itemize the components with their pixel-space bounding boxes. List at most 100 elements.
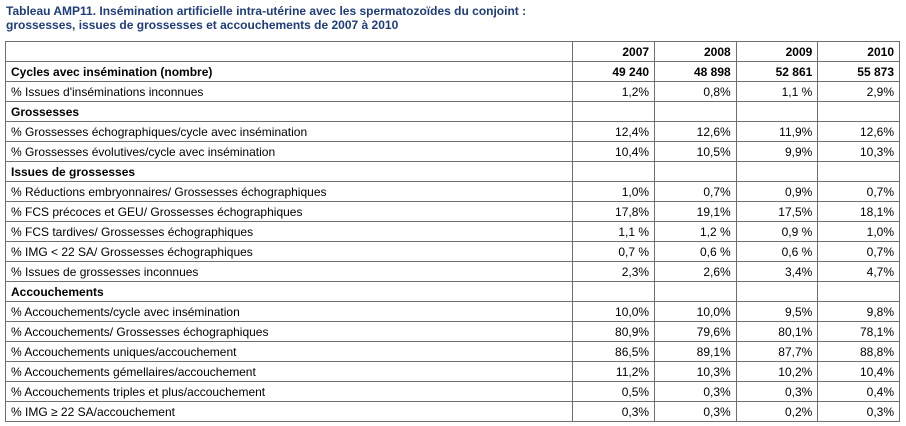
row-label: % IMG < 22 SA/ Grossesses échographiques: [4, 241, 574, 262]
section-label: Issues de grossesses: [4, 161, 574, 182]
cell-value: [817, 161, 900, 182]
cell-value: 1,2%: [572, 81, 656, 102]
cell-value: 89,1%: [654, 341, 737, 362]
table-row: % Issues d'inséminations inconnues 1,2% 0,…: [4, 81, 900, 102]
cell-value: 88,8%: [817, 341, 900, 362]
cell-value: 1,0%: [572, 181, 656, 202]
cell-value: 1,1 %: [735, 81, 819, 102]
cell-value: 0,7%: [817, 181, 900, 202]
cell-value: 1,1 %: [572, 221, 656, 242]
table-row: % Issues de grossesses inconnues 2,3% 2,6%…: [4, 261, 900, 282]
header-corner: [4, 41, 574, 62]
table-body: Cycles avec insémination (nombre) 49 240 4…: [4, 61, 900, 422]
cell-value: 0,5%: [572, 381, 656, 402]
cell-value: 9,8%: [817, 301, 900, 322]
cell-value: 0,9%: [735, 181, 819, 202]
section-label: Accouchements: [4, 281, 574, 302]
row-label: % Issues d'inséminations inconnues: [4, 81, 574, 102]
cell-value: [735, 281, 819, 302]
section-row: Issues de grossesses: [4, 161, 900, 182]
row-label: % Accouchements uniques/accouchement: [4, 341, 574, 362]
cell-value: 0,6 %: [654, 241, 737, 262]
cell-value: 80,9%: [572, 321, 656, 342]
row-label: % Accouchements gémellaires/accouchement: [4, 361, 574, 382]
cell-value: 10,4%: [817, 361, 900, 382]
table-row: % Grossesses échographiques/cycle avec i…: [4, 121, 900, 142]
header-year: 2008: [654, 41, 737, 62]
cell-value: [654, 281, 737, 302]
row-label: % Accouchements triples et plus/accouche…: [4, 381, 574, 402]
cell-value: 11,2%: [572, 361, 656, 382]
data-table: 2007 2008 2009 2010 Cycles avec insémina…: [4, 41, 900, 422]
cell-value: 0,3%: [572, 401, 656, 422]
row-label: % IMG ≥ 22 SA/accouchement: [4, 401, 574, 422]
table-row: % Accouchements/cycle avec insémination 1…: [4, 301, 900, 322]
cell-value: [654, 101, 737, 122]
table-row: Cycles avec insémination (nombre) 49 240 4…: [4, 61, 900, 82]
cell-value: 10,2%: [735, 361, 819, 382]
header-year: 2007: [572, 41, 656, 62]
cell-value: 0,3%: [654, 381, 737, 402]
cell-value: 0,4%: [817, 381, 900, 402]
cell-value: 78,1%: [817, 321, 900, 342]
table-row: % Accouchements uniques/accouchement 86,5…: [4, 341, 900, 362]
cell-value: 2,6%: [654, 261, 737, 282]
row-label: % Issues de grossesses inconnues: [4, 261, 574, 282]
cell-value: 10,3%: [654, 361, 737, 382]
section-label: Grossesses: [4, 101, 574, 122]
table-row: % Grossesses évolutives/cycle avec insém…: [4, 141, 900, 162]
cell-value: 0,3%: [735, 381, 819, 402]
cell-value: 48 898: [654, 61, 737, 82]
cell-value: 0,2%: [735, 401, 819, 422]
section-row: Accouchements: [4, 281, 900, 302]
cell-value: 0,9 %: [735, 221, 819, 242]
cell-value: 12,4%: [572, 121, 656, 142]
cell-value: 17,8%: [572, 201, 656, 222]
header-row: 2007 2008 2009 2010: [4, 41, 900, 62]
cell-value: 10,5%: [654, 141, 737, 162]
cell-value: 12,6%: [817, 121, 900, 142]
cell-value: 4,7%: [817, 261, 900, 282]
title-line-2: grossesses, issues de grossesses et acco…: [6, 18, 399, 32]
cell-value: 0,6 %: [735, 241, 819, 262]
cell-value: [572, 101, 656, 122]
cell-value: [654, 161, 737, 182]
cell-value: 79,6%: [654, 321, 737, 342]
cell-value: 3,4%: [735, 261, 819, 282]
table-row: % Réductions embryonnaires/ Grossesses é…: [4, 181, 900, 202]
cell-value: [735, 161, 819, 182]
row-label: % Accouchements/ Grossesses échographiqu…: [4, 321, 574, 342]
table-row: % IMG ≥ 22 SA/accouchement 0,3% 0,3% 0,2% 0,…: [4, 401, 900, 422]
cell-value: 2,3%: [572, 261, 656, 282]
row-label: % Réductions embryonnaires/ Grossesses é…: [4, 181, 574, 202]
table-row: % Accouchements gémellaires/accouchement…: [4, 361, 900, 382]
row-label: % Accouchements/cycle avec insémination: [4, 301, 574, 322]
cell-value: 12,6%: [654, 121, 737, 142]
table-row: % Accouchements/ Grossesses échographiqu…: [4, 321, 900, 342]
cell-value: [817, 281, 900, 302]
cell-value: 17,5%: [735, 201, 819, 222]
header-year: 2009: [735, 41, 819, 62]
cell-value: 10,3%: [817, 141, 900, 162]
cell-value: 55 873: [817, 61, 900, 82]
cell-value: 9,9%: [735, 141, 819, 162]
cell-value: 0,7%: [817, 241, 900, 262]
cell-value: 86,5%: [572, 341, 656, 362]
cell-value: 10,0%: [572, 301, 656, 322]
cell-value: 10,4%: [572, 141, 656, 162]
table-row: % Accouchements triples et plus/accouche…: [4, 381, 900, 402]
cell-value: 0,7 %: [572, 241, 656, 262]
cell-value: 1,2 %: [654, 221, 737, 242]
cell-value: 0,7%: [654, 181, 737, 202]
cell-value: [572, 161, 656, 182]
cell-value: 9,5%: [735, 301, 819, 322]
header-year: 2010: [817, 41, 900, 62]
row-label: % FCS tardives/ Grossesses échographique…: [4, 221, 574, 242]
cell-value: 0,8%: [654, 81, 737, 102]
cell-value: 18,1%: [817, 201, 900, 222]
cell-value: [817, 101, 900, 122]
cell-value: 49 240: [572, 61, 656, 82]
cell-value: 87,7%: [735, 341, 819, 362]
cell-value: 52 861: [735, 61, 819, 82]
row-label: % Grossesses évolutives/cycle avec insém…: [4, 141, 574, 162]
